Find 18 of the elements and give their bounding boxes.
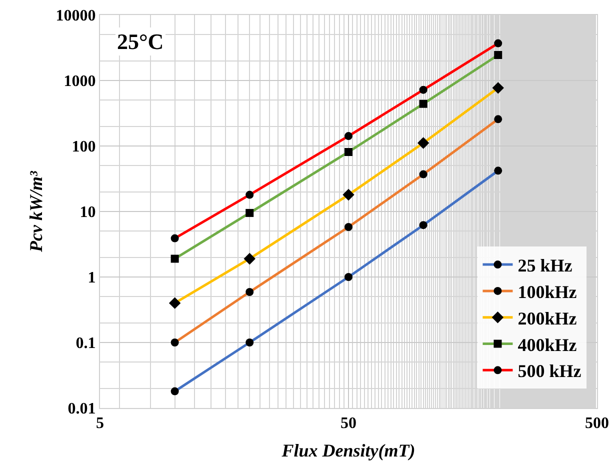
y-tick-label: 0.1 xyxy=(76,335,96,352)
legend-label: 500 kHz xyxy=(518,361,582,382)
y-tick-label: 100 xyxy=(72,138,96,156)
legend-label: 100kHz xyxy=(518,282,577,302)
y-axis-title: Pcv kW/m³ xyxy=(26,170,46,253)
y-tick-label: 10000 xyxy=(56,8,96,25)
y-tick-label: 0.01 xyxy=(68,400,96,418)
y-tick-label: 10 xyxy=(80,204,96,222)
x-tick-label: 50 xyxy=(340,415,356,432)
legend-label: 25 kHz xyxy=(518,256,572,276)
legend-label: 400kHz xyxy=(518,334,577,355)
x-tick-label: 500 xyxy=(585,415,609,432)
x-tick-label: 5 xyxy=(96,415,104,432)
y-tick-label: 1000 xyxy=(64,73,96,90)
y-tick-label: 1 xyxy=(88,270,96,287)
text: 25°C xyxy=(117,29,164,54)
legend-label: 200kHz xyxy=(518,308,577,328)
x-axis-title: Flux Density(mT) xyxy=(280,440,416,460)
